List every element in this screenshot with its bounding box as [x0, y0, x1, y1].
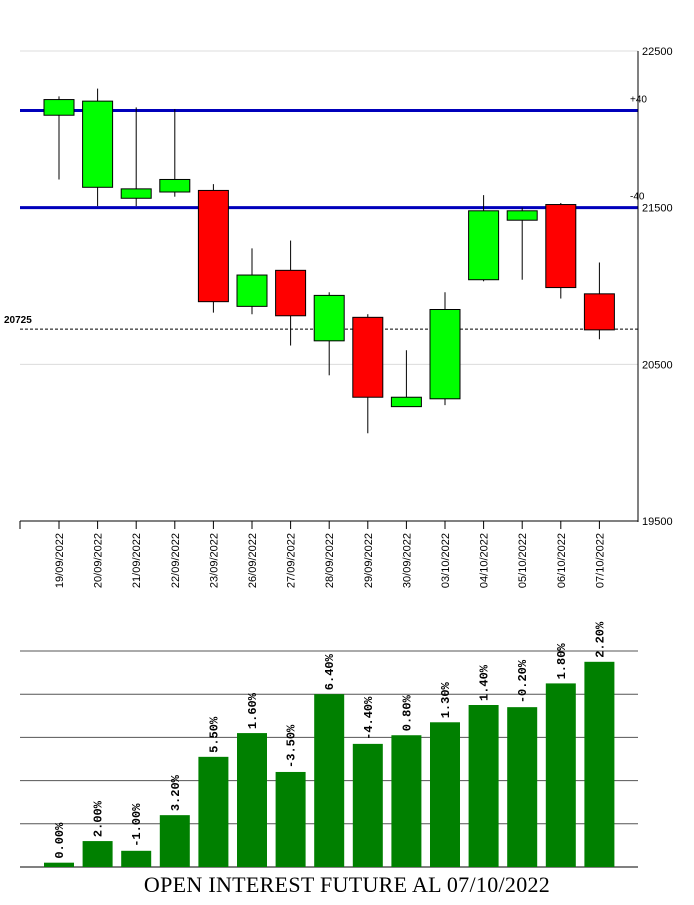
candle-body — [120, 188, 152, 199]
oi-bar-label: 1.80% — [555, 643, 569, 680]
oi-bar-label: 1.40% — [478, 664, 492, 701]
oi-bar-label: 0.00% — [53, 822, 67, 859]
price-date-label: 21/09/2022 — [131, 533, 143, 588]
oi-bar-label: -4.40% — [362, 696, 376, 740]
oi-bar — [121, 850, 152, 867]
oi-chart-title: OPEN INTEREST FUTURE AL 07/10/2022 — [143, 872, 551, 897]
price-tick-label: 20500 — [642, 359, 673, 371]
price-date-label: 23/09/2022 — [208, 533, 220, 588]
candle-body — [506, 210, 538, 221]
oi-bar-label: -1.00% — [130, 803, 144, 847]
oi-bar — [545, 683, 576, 867]
oi-bar-label: 3.20% — [169, 774, 183, 811]
oi-bar — [82, 841, 113, 867]
price-date-label: 22/09/2022 — [170, 533, 182, 588]
candle-body — [468, 210, 500, 281]
oi-bar — [584, 661, 615, 867]
candle-body — [275, 269, 307, 317]
oi-bar-label: -3.50% — [285, 724, 299, 768]
price-tick-label: 19500 — [642, 516, 673, 528]
price-x-axis: 19/09/2022 20/09/2022 21/09/2022 22/09/2022… — [19, 520, 638, 588]
candle-body — [545, 204, 577, 289]
oi-bar — [468, 705, 499, 867]
oi-bar — [198, 756, 229, 867]
candle-body — [82, 100, 114, 188]
oi-bars: 0.00% 2.00% -1.00% 3.20% 5.50% 1.60% -3.50% 6.4… — [44, 621, 615, 867]
price-level-label: +40 — [630, 95, 647, 106]
price-date-label: 06/10/2022 — [556, 533, 568, 588]
price-date-label: 04/10/2022 — [479, 533, 491, 588]
candle-body — [236, 274, 268, 307]
candlesticks — [43, 88, 615, 434]
price-date-label: 05/10/2022 — [517, 533, 529, 588]
candle-body — [429, 309, 461, 400]
oi-bar-label: 0.80% — [400, 694, 414, 731]
price-tick-label: 22500 — [642, 46, 673, 58]
price-date-label: 27/09/2022 — [286, 533, 298, 588]
price-level-lines: +40 -40 20725 — [4, 95, 647, 330]
oi-bar — [44, 862, 74, 867]
price-date-label: 30/09/2022 — [401, 533, 413, 588]
candle-body — [352, 316, 384, 398]
oi-bar — [352, 743, 383, 867]
price-y-axis: 22500 21500 20500 19500 — [637, 46, 673, 528]
candle-body — [313, 294, 345, 342]
price-date-label: 29/09/2022 — [363, 533, 375, 588]
oi-bar — [275, 771, 306, 867]
candle-body — [583, 293, 615, 331]
price-date-label: 28/09/2022 — [324, 533, 336, 588]
oi-bar — [159, 815, 190, 867]
price-date-label: 19/09/2022 — [54, 533, 66, 588]
last-price-label: 20725 — [4, 315, 32, 326]
oi-bar — [314, 694, 345, 867]
price-date-label: 03/10/2022 — [440, 533, 452, 588]
oi-bar-label: 6.40% — [323, 653, 337, 690]
oi-bar — [430, 722, 460, 867]
price-date-label: 07/10/2022 — [594, 533, 606, 588]
oi-bar-label: 2.20% — [593, 621, 607, 658]
oi-bar-label: 5.50% — [207, 716, 221, 753]
candle-body — [43, 99, 75, 116]
oi-bar — [391, 735, 422, 867]
candle-body — [197, 189, 229, 303]
price-date-label: 20/09/2022 — [93, 533, 105, 588]
oi-bar-label: 1.60% — [246, 692, 260, 729]
price-date-label: 26/09/2022 — [247, 533, 259, 588]
price-tick-label: 21500 — [642, 203, 673, 215]
oi-bar-label: -0.20% — [516, 659, 530, 703]
oi-bar-label: 2.00% — [92, 800, 106, 837]
oi-bar — [237, 733, 267, 867]
oi-bar — [507, 707, 538, 867]
candle-body — [390, 396, 422, 408]
oi-bar-label: 1.30% — [439, 681, 453, 718]
price-level-label: -40 — [630, 192, 645, 203]
candle-body — [159, 178, 191, 193]
